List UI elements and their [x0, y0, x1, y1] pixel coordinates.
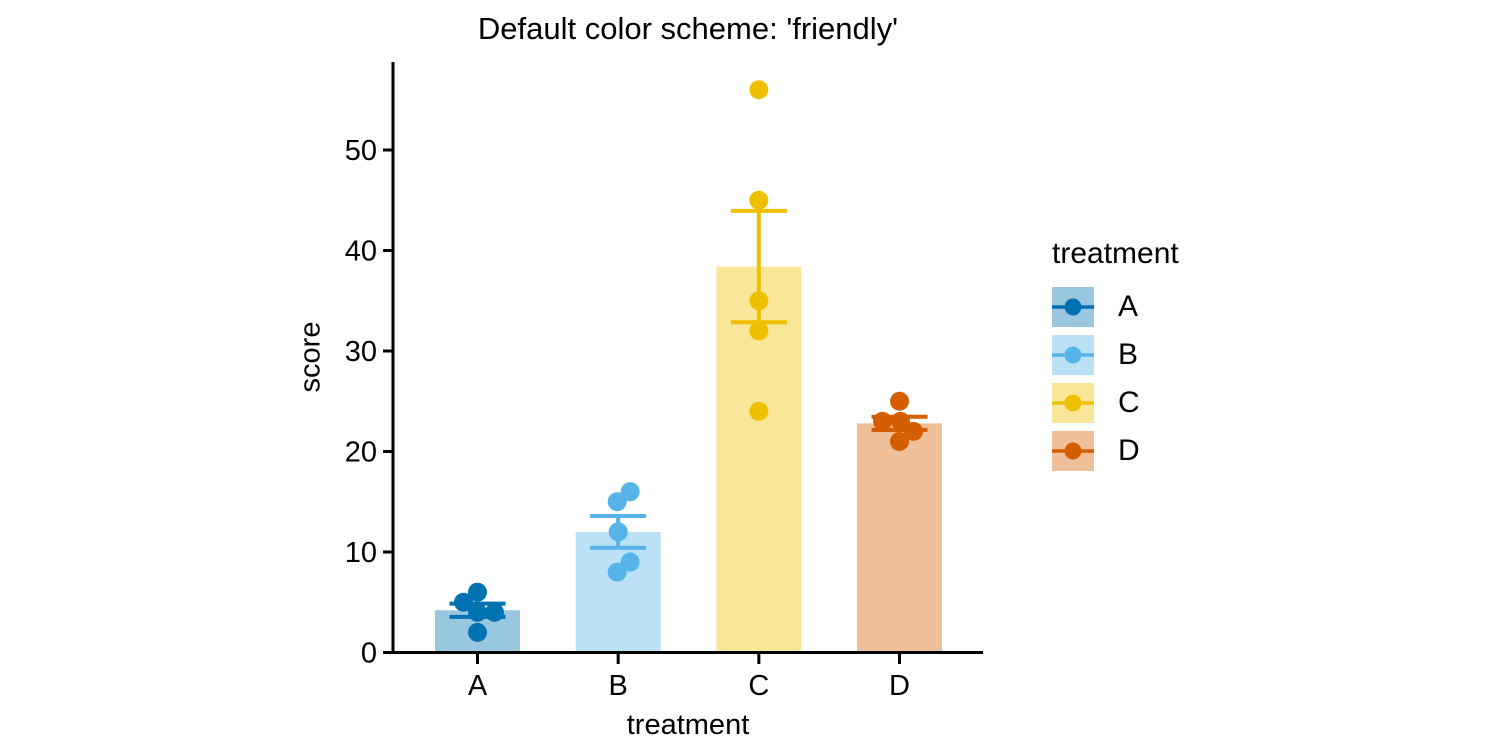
data-point-D: [890, 391, 910, 411]
data-point-D: [873, 411, 893, 431]
legend-item-D: D: [1052, 431, 1179, 471]
data-point-B: [607, 562, 627, 582]
legend-key-dot: [1064, 394, 1082, 412]
legend-label-B: B: [1118, 338, 1139, 371]
legend-key-icon-A: [1052, 287, 1094, 327]
x-tick-label: A: [468, 670, 488, 702]
legend-key-icon-B: [1052, 335, 1094, 375]
data-point-B: [607, 492, 627, 512]
y-tick-label: 10: [345, 537, 377, 569]
chart-title: Default color scheme: 'friendly': [477, 11, 899, 46]
legend-item-A: A: [1052, 287, 1179, 327]
legend-item-C: C: [1052, 383, 1179, 423]
legend-key-icon-D: [1052, 431, 1094, 471]
data-point-C: [749, 321, 769, 341]
legend-key-icon-C: [1052, 383, 1094, 423]
y-axis-title: score: [294, 321, 327, 393]
data-point-C: [749, 80, 769, 100]
legend-key-dot: [1064, 442, 1082, 460]
x-tick-label: C: [748, 670, 769, 702]
y-tick-label: 20: [345, 437, 377, 469]
bar-B: [575, 531, 661, 653]
legend-title: treatment: [1052, 237, 1179, 270]
data-point-A: [468, 582, 487, 602]
legend-label-A: A: [1118, 290, 1139, 323]
y-tick-label: 50: [345, 135, 377, 167]
x-tick-label: B: [608, 670, 627, 702]
data-point-A: [454, 592, 473, 612]
legend-label-C: C: [1118, 386, 1140, 419]
legend-label-D: D: [1118, 434, 1140, 467]
data-point-C: [749, 291, 769, 311]
data-point-D: [904, 421, 924, 441]
legend-item-B: B: [1052, 335, 1179, 375]
data-point-B: [620, 482, 640, 502]
y-tick-label: 40: [345, 236, 377, 268]
legend-key-dot: [1064, 346, 1082, 364]
data-point-C: [749, 190, 769, 210]
y-tick-label: 30: [345, 336, 377, 368]
x-axis-title: treatment: [626, 709, 750, 741]
x-tick-label: D: [889, 670, 910, 702]
legend-key-dot: [1064, 298, 1082, 316]
data-point-A: [468, 622, 487, 642]
data-point-D: [890, 431, 910, 451]
y-tick-label: 0: [361, 638, 377, 670]
bar-D: [857, 423, 943, 653]
data-point-C: [749, 401, 769, 421]
data-point-A: [485, 602, 504, 622]
data-point-B: [620, 552, 640, 572]
data-point-B: [608, 522, 628, 542]
data-point-A: [468, 602, 487, 622]
data-point-D: [891, 411, 911, 431]
